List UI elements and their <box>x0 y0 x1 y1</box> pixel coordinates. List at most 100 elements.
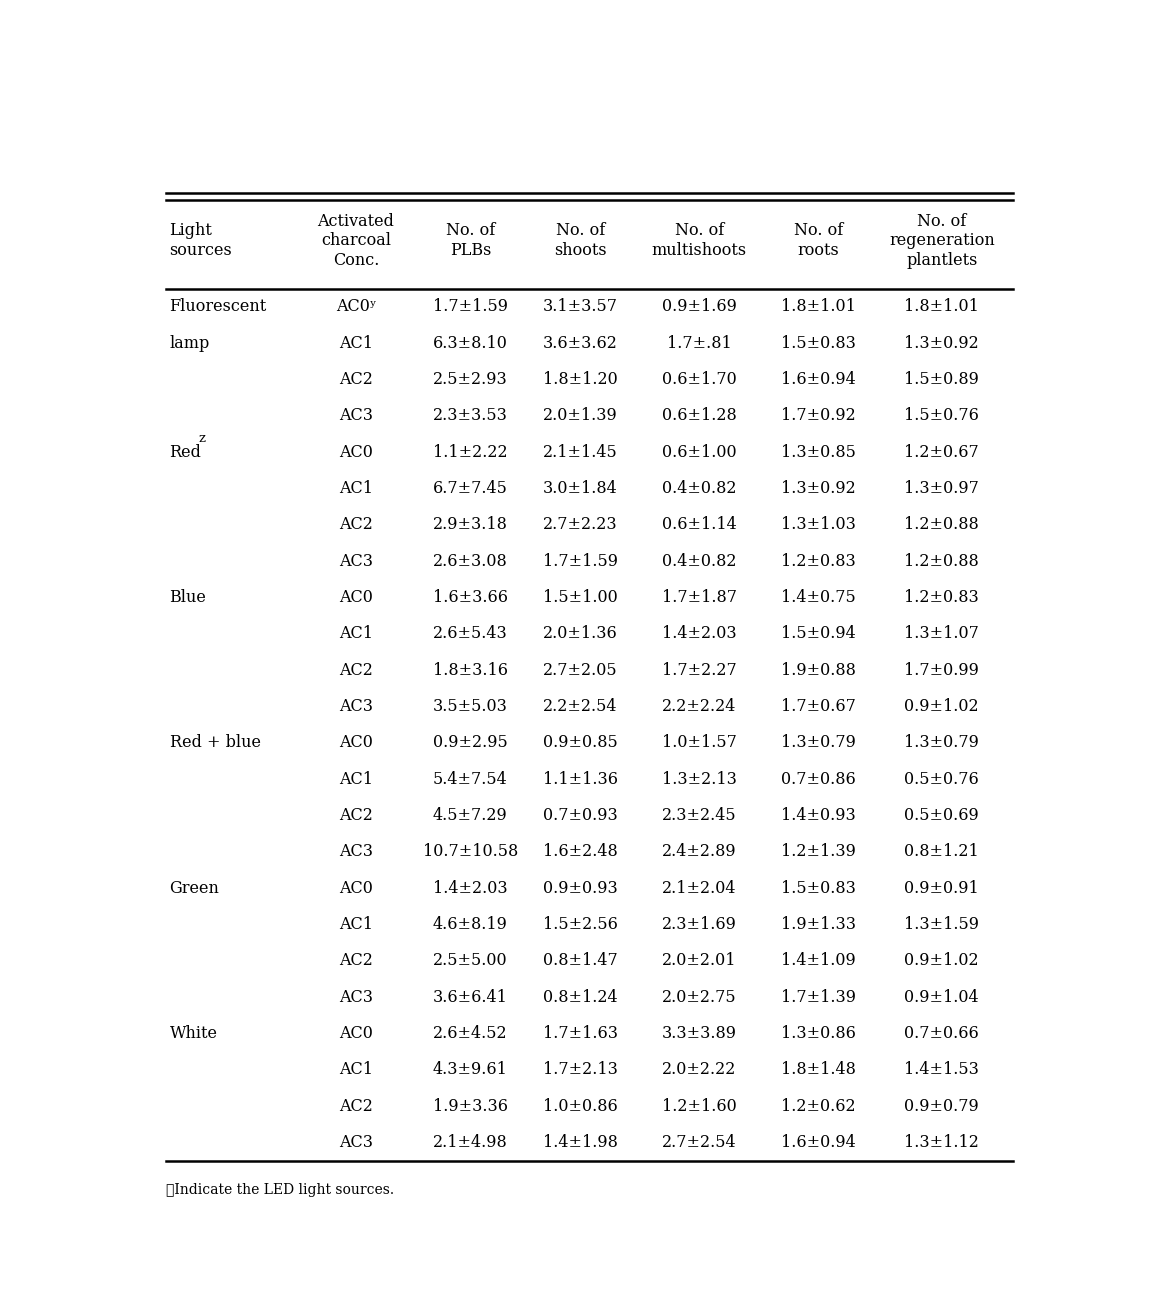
Text: 0.7±0.93: 0.7±0.93 <box>543 808 618 825</box>
Text: 1.4±1.98: 1.4±1.98 <box>543 1134 618 1151</box>
Text: 0.7±0.66: 0.7±0.66 <box>904 1025 979 1042</box>
Text: 2.0±2.22: 2.0±2.22 <box>662 1062 736 1079</box>
Text: 0.5±0.69: 0.5±0.69 <box>904 808 979 825</box>
Text: 1.4±1.09: 1.4±1.09 <box>781 952 856 969</box>
Text: 2.6±3.08: 2.6±3.08 <box>434 553 508 569</box>
Text: 1.0±1.57: 1.0±1.57 <box>661 734 737 751</box>
Text: 2.2±2.24: 2.2±2.24 <box>662 697 736 714</box>
Text: 1.5±0.76: 1.5±0.76 <box>904 408 979 425</box>
Text: 0.9±1.69: 0.9±1.69 <box>661 298 737 315</box>
Text: 1.6±0.94: 1.6±0.94 <box>781 371 856 388</box>
Text: 1.8±3.16: 1.8±3.16 <box>432 662 508 679</box>
Text: 1.5±0.89: 1.5±0.89 <box>904 371 979 388</box>
Text: 0.5±0.76: 0.5±0.76 <box>904 771 979 788</box>
Text: 1.6±3.66: 1.6±3.66 <box>432 589 508 606</box>
Text: 2.1±2.04: 2.1±2.04 <box>662 880 736 897</box>
Text: 2.1±4.98: 2.1±4.98 <box>434 1134 508 1151</box>
Text: AC3: AC3 <box>339 408 373 425</box>
Text: lamp: lamp <box>169 334 209 351</box>
Text: 0.9±0.79: 0.9±0.79 <box>904 1097 979 1114</box>
Text: 1.6±0.94: 1.6±0.94 <box>781 1134 856 1151</box>
Text: 3.0±1.84: 3.0±1.84 <box>543 480 618 497</box>
Text: 2.7±2.54: 2.7±2.54 <box>662 1134 736 1151</box>
Text: 0.6±1.14: 0.6±1.14 <box>662 517 737 534</box>
Text: 1.3±0.79: 1.3±0.79 <box>781 734 856 751</box>
Text: 0.8±1.47: 0.8±1.47 <box>543 952 618 969</box>
Text: AC1: AC1 <box>339 480 373 497</box>
Text: 2.0±2.01: 2.0±2.01 <box>662 952 736 969</box>
Text: 1.3±0.79: 1.3±0.79 <box>904 734 979 751</box>
Text: 1.4±2.03: 1.4±2.03 <box>434 880 507 897</box>
Text: 1.7±0.92: 1.7±0.92 <box>781 408 856 425</box>
Text: 0.8±1.21: 0.8±1.21 <box>904 843 979 860</box>
Text: 2.7±2.23: 2.7±2.23 <box>543 517 618 534</box>
Text: No. of
regeneration
plantlets: No. of regeneration plantlets <box>889 212 995 269</box>
Text: AC0: AC0 <box>339 589 373 606</box>
Text: 4.5±7.29: 4.5±7.29 <box>434 808 508 825</box>
Text: 1.7±.81: 1.7±.81 <box>667 334 731 351</box>
Text: 1.3±0.85: 1.3±0.85 <box>781 443 856 460</box>
Text: AC1: AC1 <box>339 916 373 933</box>
Text: 6.7±7.45: 6.7±7.45 <box>432 480 508 497</box>
Text: 2.3±2.45: 2.3±2.45 <box>662 808 736 825</box>
Text: 1.9±1.33: 1.9±1.33 <box>781 916 856 933</box>
Text: 1.4±0.93: 1.4±0.93 <box>781 808 856 825</box>
Text: AC3: AC3 <box>339 1134 373 1151</box>
Text: 0.6±1.00: 0.6±1.00 <box>662 443 736 460</box>
Text: 1.7±2.27: 1.7±2.27 <box>662 662 737 679</box>
Text: 1.3±0.92: 1.3±0.92 <box>781 480 856 497</box>
Text: 1.5±2.56: 1.5±2.56 <box>543 916 618 933</box>
Text: 2.1±1.45: 2.1±1.45 <box>543 443 618 460</box>
Text: AC3: AC3 <box>339 988 373 1006</box>
Text: 2.6±4.52: 2.6±4.52 <box>434 1025 507 1042</box>
Text: 0.6±1.28: 0.6±1.28 <box>662 408 737 425</box>
Text: 1.2±0.62: 1.2±0.62 <box>781 1097 856 1114</box>
Text: 3.1±3.57: 3.1±3.57 <box>543 298 618 315</box>
Text: 1.2±0.67: 1.2±0.67 <box>904 443 979 460</box>
Text: No. of
PLBs: No. of PLBs <box>446 223 494 258</box>
Text: z: z <box>198 433 205 444</box>
Text: 1.3±1.03: 1.3±1.03 <box>781 517 856 534</box>
Text: 1.8±1.48: 1.8±1.48 <box>781 1062 856 1079</box>
Text: AC1: AC1 <box>339 625 373 642</box>
Text: AC1: AC1 <box>339 771 373 788</box>
Text: 0.9±0.91: 0.9±0.91 <box>904 880 979 897</box>
Text: AC3: AC3 <box>339 553 373 569</box>
Text: Blue: Blue <box>169 589 207 606</box>
Text: 2.5±5.00: 2.5±5.00 <box>434 952 507 969</box>
Text: 1.7±0.67: 1.7±0.67 <box>781 697 856 714</box>
Text: White: White <box>169 1025 217 1042</box>
Text: Red: Red <box>169 443 201 460</box>
Text: 1.9±0.88: 1.9±0.88 <box>781 662 856 679</box>
Text: 1.5±1.00: 1.5±1.00 <box>543 589 618 606</box>
Text: 1.7±2.13: 1.7±2.13 <box>543 1062 618 1079</box>
Text: 1.7±1.59: 1.7±1.59 <box>543 553 618 569</box>
Text: 2.3±3.53: 2.3±3.53 <box>432 408 508 425</box>
Text: 2.0±1.39: 2.0±1.39 <box>543 408 618 425</box>
Text: 1.8±1.01: 1.8±1.01 <box>904 298 979 315</box>
Text: No. of
shoots: No. of shoots <box>554 223 606 258</box>
Text: 1.4±1.53: 1.4±1.53 <box>904 1062 979 1079</box>
Text: 1.7±0.99: 1.7±0.99 <box>904 662 979 679</box>
Text: 1.8±1.20: 1.8±1.20 <box>543 371 618 388</box>
Text: 1.2±1.60: 1.2±1.60 <box>662 1097 737 1114</box>
Text: AC0: AC0 <box>339 443 373 460</box>
Text: 0.4±0.82: 0.4±0.82 <box>662 480 736 497</box>
Text: 0.6±1.70: 0.6±1.70 <box>662 371 737 388</box>
Text: 1.2±0.88: 1.2±0.88 <box>904 553 979 569</box>
Text: 3.6±6.41: 3.6±6.41 <box>432 988 508 1006</box>
Text: Activated
charcoal
Conc.: Activated charcoal Conc. <box>317 212 394 269</box>
Text: Green: Green <box>169 880 220 897</box>
Text: 1.3±2.13: 1.3±2.13 <box>661 771 737 788</box>
Text: 1.7±1.63: 1.7±1.63 <box>543 1025 618 1042</box>
Text: 1.3±0.97: 1.3±0.97 <box>904 480 979 497</box>
Text: 0.9±2.95: 0.9±2.95 <box>434 734 508 751</box>
Text: 0.8±1.24: 0.8±1.24 <box>543 988 618 1006</box>
Text: AC1: AC1 <box>339 334 373 351</box>
Text: AC2: AC2 <box>339 662 373 679</box>
Text: 1.3±1.12: 1.3±1.12 <box>904 1134 979 1151</box>
Text: 4.6±8.19: 4.6±8.19 <box>432 916 508 933</box>
Text: AC2: AC2 <box>339 952 373 969</box>
Text: 1.1±1.36: 1.1±1.36 <box>543 771 618 788</box>
Text: AC2: AC2 <box>339 1097 373 1114</box>
